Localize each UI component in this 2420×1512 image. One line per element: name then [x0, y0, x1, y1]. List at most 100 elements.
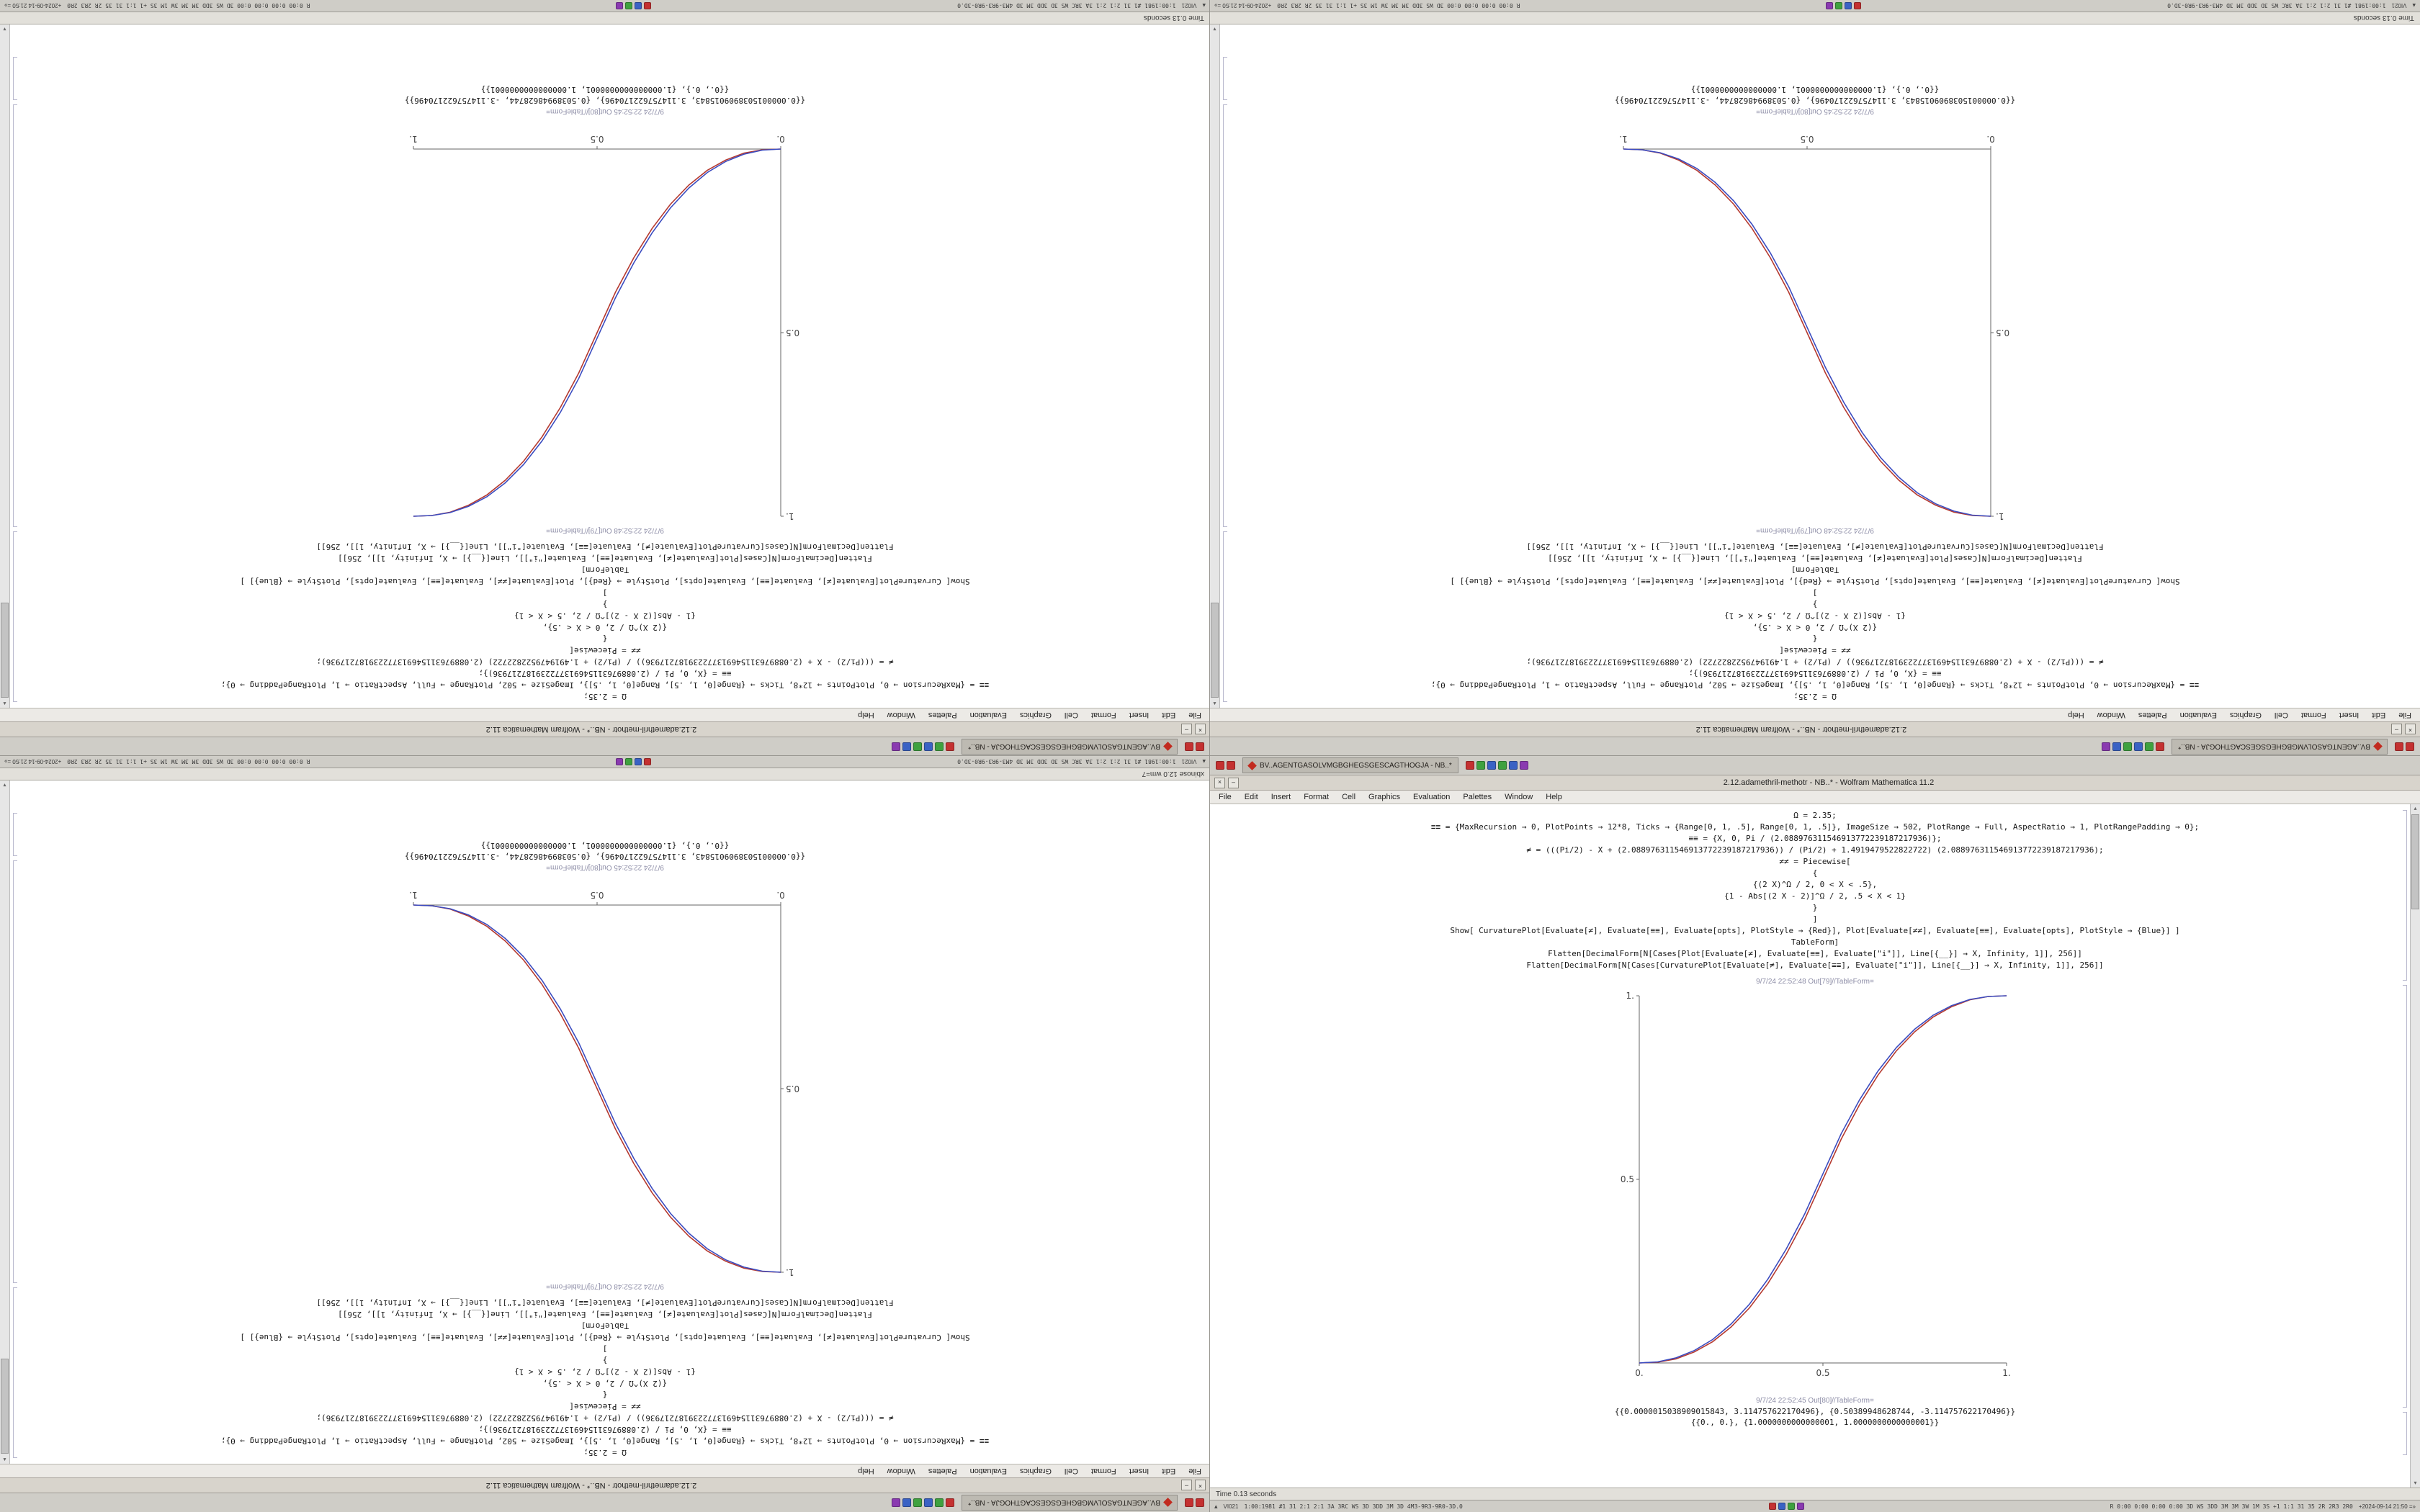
cell-bracket[interactable] [13, 57, 17, 100]
minimize-button[interactable]: – [1181, 1480, 1192, 1491]
code-line[interactable]: ≠ = (((Pi/2) - X + (2.088976311546913772… [316, 1413, 894, 1423]
code-line[interactable]: ≡≡ = {MaxRecursion → 0, PlotPoints → 12*… [1430, 680, 2200, 690]
app-icon[interactable] [1185, 742, 1193, 751]
status-icon[interactable] [946, 742, 955, 751]
tray-app-icon[interactable] [1826, 2, 1834, 9]
code-line[interactable]: Flatten[DecimalForm[N[Cases[CurvaturePlo… [1526, 542, 2104, 552]
code-line[interactable]: Show[ CurvaturePlot[Evaluate[≠], Evaluat… [1450, 577, 2180, 586]
status-icon[interactable] [1465, 761, 1474, 770]
code-line[interactable]: { [602, 634, 608, 644]
tray-app-icon[interactable] [635, 758, 642, 765]
menu-item[interactable]: Graphics [1019, 1467, 1052, 1475]
scrollbar[interactable]: ▴ ▾ [2410, 804, 2420, 1488]
app-tab[interactable]: BV..AGENTGASOLVMGBGHEGSGESCAGTHOGJA - NB… [962, 1495, 1178, 1511]
menu-item[interactable]: Window [887, 1467, 915, 1475]
code-line[interactable]: Ω = 2.35; [583, 1448, 627, 1457]
code-line[interactable]: TableForm] [581, 565, 629, 575]
menu-item[interactable]: Format [2300, 711, 2326, 719]
tray-app-icon[interactable] [625, 758, 633, 765]
code-line[interactable]: ] [1812, 588, 1818, 598]
code-line[interactable]: TableForm] [1791, 565, 1839, 575]
cell-bracket[interactable] [1223, 104, 1227, 527]
close-button[interactable]: × [1195, 1480, 1206, 1491]
code-line[interactable]: } [602, 1356, 608, 1365]
status-icon[interactable] [924, 742, 933, 751]
status-icon[interactable] [913, 742, 923, 751]
code-line[interactable]: ≠≠ = Piecewise[ [1779, 646, 1851, 655]
code-line[interactable]: Flatten[DecimalForm[N[Cases[CurvaturePlo… [316, 542, 894, 552]
menu-item[interactable]: Insert [1129, 1467, 1150, 1475]
menu-item[interactable]: Cell [1342, 793, 1356, 801]
tray-app-icon[interactable] [616, 758, 624, 765]
scrollbar-thumb[interactable] [1, 603, 9, 698]
menu-item[interactable]: Palettes [928, 1467, 957, 1475]
menu-item[interactable]: Graphics [1019, 711, 1052, 719]
code-line[interactable]: } [1812, 600, 1818, 609]
status-icon[interactable] [2134, 742, 2143, 751]
tray-app-icon[interactable] [1845, 2, 1852, 9]
code-line[interactable]: Flatten[DecimalForm[N[Cases[Plot[Evaluat… [1548, 554, 2082, 563]
status-icon[interactable] [1519, 761, 1528, 770]
app-tab[interactable]: BV..AGENTGASOLVMGBGHEGSGESCAGTHOGJA - NB… [2172, 739, 2388, 755]
close-button[interactable]: × [2405, 724, 2416, 735]
code-line[interactable]: Flatten[DecimalForm[N[Cases[Plot[Evaluat… [338, 1310, 872, 1319]
code-line[interactable]: ≠ = (((Pi/2) - X + (2.088976311546913772… [1526, 845, 2104, 855]
close-button[interactable]: × [1195, 724, 1206, 735]
app-tab[interactable]: BV..AGENTGASOLVMGBGHEGSGESCAGTHOGJA - NB… [962, 739, 1178, 755]
code-line[interactable]: Flatten[DecimalForm[N[Cases[Plot[Evaluat… [1548, 949, 2082, 958]
code-line[interactable]: Flatten[DecimalForm[N[Cases[CurvaturePlo… [1526, 960, 2104, 970]
code-line[interactable]: ≠≠ = Piecewise[ [569, 646, 641, 655]
menu-item[interactable]: Evaluation [969, 1467, 1007, 1475]
code-line[interactable]: Show[ CurvaturePlot[Evaluate[≠], Evaluat… [240, 1333, 970, 1342]
code-line[interactable]: Ω = 2.35; [1793, 811, 1837, 820]
menu-item[interactable]: Window [2097, 711, 2125, 719]
menu-item[interactable]: Edit [1162, 1467, 1176, 1475]
menu-item[interactable]: Palettes [1463, 793, 1492, 801]
app-icon[interactable] [1196, 742, 1204, 751]
scroll-up-icon[interactable]: ▴ [3, 1457, 6, 1463]
cell-bracket[interactable] [13, 860, 17, 1283]
status-icon[interactable] [935, 1498, 944, 1507]
status-icon[interactable] [892, 1498, 901, 1507]
scroll-down-icon[interactable]: ▾ [2414, 1480, 2417, 1486]
scrollbar[interactable]: ▴ ▾ [0, 24, 10, 708]
tray-app-icon[interactable] [625, 2, 633, 9]
minimize-button[interactable]: – [2391, 724, 2402, 735]
app-tab[interactable]: BV..AGENTGASOLVMGBGHEGSGESCAGTHOGJA - NB… [1242, 757, 1458, 773]
app-icon[interactable] [1227, 761, 1235, 770]
cell-bracket[interactable] [2403, 985, 2407, 1408]
code-line[interactable]: Flatten[DecimalForm[N[Cases[Plot[Evaluat… [338, 554, 872, 563]
code-line[interactable]: {1 - Abs[(2 X - 2)]^Ω / 2, .5 < X < 1} [514, 611, 696, 621]
status-icon[interactable] [1487, 761, 1496, 770]
menu-item[interactable]: Evaluation [969, 711, 1007, 719]
menu-item[interactable]: Help [2068, 711, 2084, 719]
menu-item[interactable]: Cell [2274, 711, 2288, 719]
cell-bracket[interactable] [13, 104, 17, 527]
tray-app-icon[interactable] [644, 2, 652, 9]
app-icon[interactable] [2406, 742, 2414, 751]
tray-app-icon[interactable] [1787, 1503, 1795, 1510]
code-line[interactable]: Show[ CurvaturePlot[Evaluate[≠], Evaluat… [240, 577, 970, 586]
cell-bracket[interactable] [13, 813, 17, 856]
status-icon[interactable] [892, 742, 901, 751]
menu-item[interactable]: Window [887, 711, 915, 719]
code-line[interactable]: {(2 X)^Ω / 2, 0 < X < .5}, [1752, 623, 1878, 632]
menu-item[interactable]: Palettes [2138, 711, 2167, 719]
status-icon[interactable] [924, 1498, 933, 1507]
code-line[interactable]: Show[ CurvaturePlot[Evaluate[≠], Evaluat… [1450, 926, 2180, 935]
code-line[interactable]: { [1812, 868, 1818, 878]
app-icon[interactable] [1196, 1498, 1204, 1507]
status-icon[interactable] [2145, 742, 2154, 751]
code-line[interactable]: ≡≡ = {X, 0, Pi / (2.08897631154691377223… [1688, 669, 1942, 678]
tray-app-icon[interactable] [1778, 1503, 1785, 1510]
window-titlebar[interactable]: × – 2.12.adamethril-methotr - NB..* - Wo… [0, 721, 1210, 737]
status-icon[interactable] [946, 1498, 955, 1507]
scroll-down-icon[interactable]: ▾ [3, 26, 6, 32]
menu-item[interactable]: Graphics [2229, 711, 2262, 719]
menu-item[interactable]: Insert [1129, 711, 1150, 719]
status-icon[interactable] [1508, 761, 1518, 770]
code-line[interactable]: Ω = 2.35; [583, 692, 627, 701]
code-line[interactable]: ≠≠ = Piecewise[ [569, 1402, 641, 1411]
code-line[interactable]: {1 - Abs[(2 X - 2)]^Ω / 2, .5 < X < 1} [1724, 611, 1906, 621]
scroll-up-icon[interactable]: ▴ [3, 701, 6, 707]
